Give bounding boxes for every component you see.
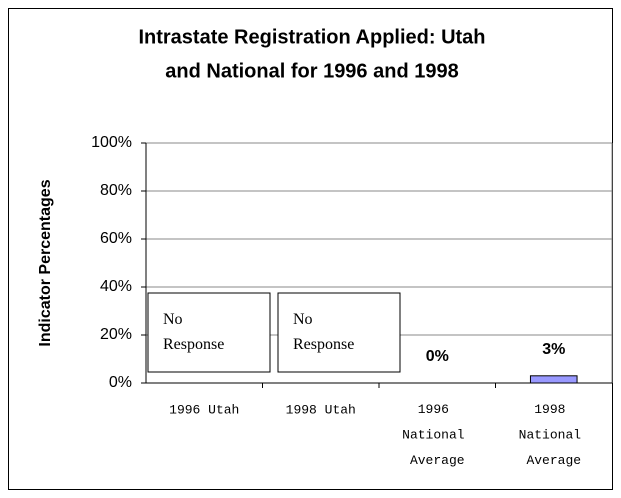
- chart-border: [8, 8, 613, 490]
- x-tick-label: 1998 National Average: [519, 402, 589, 468]
- bar: [529, 375, 578, 384]
- y-tick-label: 100%: [91, 134, 132, 151]
- annotation: No Response: [293, 311, 354, 353]
- annotation-box: [147, 292, 271, 373]
- chart-title: Intrastate Registration Applied: Utah: [138, 26, 485, 48]
- value-label: 3%: [542, 341, 565, 358]
- value-label: 0%: [426, 348, 449, 365]
- annotation-box: [277, 292, 401, 373]
- y-axis-label: Indicator Percentages: [37, 179, 54, 346]
- x-tick-label: 1996 National Average: [402, 402, 472, 468]
- y-tick-label: 60%: [100, 230, 132, 247]
- y-tick-label: 20%: [100, 326, 132, 343]
- x-tick-label: 1998 Utah: [286, 402, 356, 417]
- y-tick-label: 80%: [100, 182, 132, 199]
- y-tick-label: 0%: [109, 374, 132, 391]
- x-tick-label: 1996 Utah: [169, 402, 239, 417]
- annotation: No Response: [163, 311, 224, 353]
- y-tick-label: 40%: [100, 278, 132, 295]
- chart-title: and National for 1996 and 1998: [165, 60, 458, 82]
